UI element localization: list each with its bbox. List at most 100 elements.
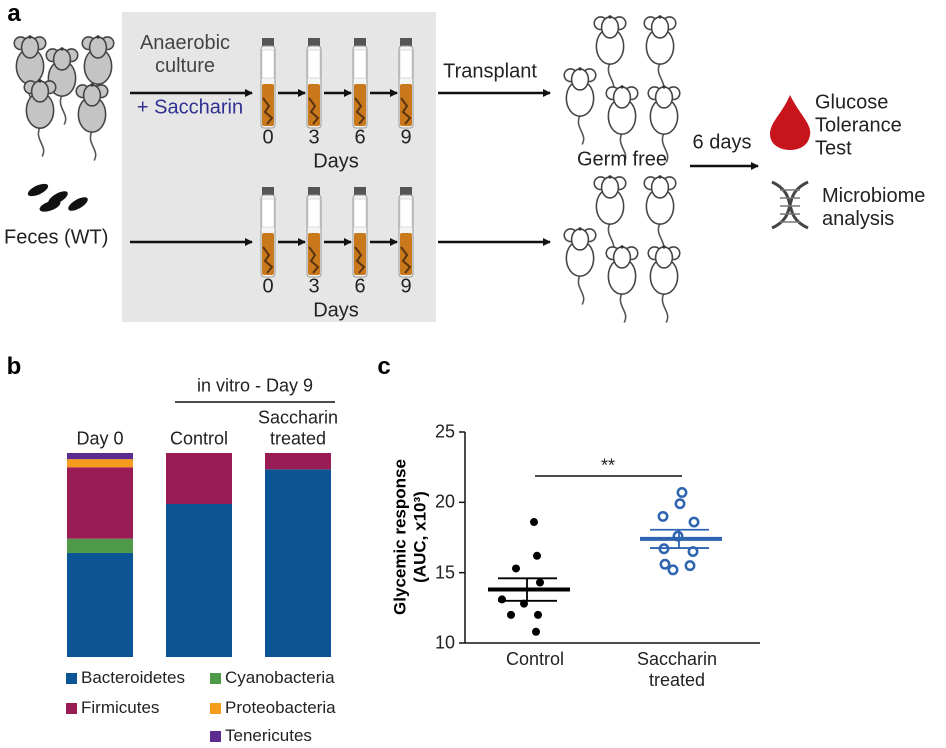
day-label: 6 bbox=[354, 126, 366, 149]
legend-label: Cyanobacteria bbox=[225, 668, 335, 688]
outcome-label: Glucose Tolerance Test bbox=[815, 91, 902, 160]
data-point bbox=[667, 564, 679, 576]
mouse-icon bbox=[605, 245, 639, 323]
mouse-icon bbox=[593, 175, 627, 253]
legend-swatch bbox=[66, 673, 77, 684]
mouse-icon bbox=[23, 79, 57, 157]
data-point bbox=[688, 516, 700, 528]
tube-cap bbox=[400, 187, 412, 195]
data-point bbox=[676, 487, 688, 498]
mouse-nose bbox=[620, 85, 624, 89]
mouse-head bbox=[600, 16, 620, 39]
bar-segment bbox=[265, 453, 331, 470]
blood-drop-icon bbox=[770, 95, 811, 150]
mouse-head bbox=[82, 84, 102, 107]
mouse-head bbox=[650, 176, 670, 199]
mouse-tail bbox=[619, 132, 627, 163]
treatment-label: + Saccharin bbox=[136, 96, 244, 119]
bar-segment bbox=[265, 469, 331, 657]
x-tick-label: Control bbox=[169, 428, 229, 449]
legend-label: Firmicutes bbox=[81, 698, 160, 718]
legend-label: Proteobacteria bbox=[225, 698, 336, 718]
bar-segment bbox=[67, 538, 133, 553]
mouse-tail bbox=[619, 292, 627, 323]
culture-label: Anaerobic culture bbox=[139, 32, 231, 77]
mouse-nose bbox=[28, 35, 32, 39]
sem-bar bbox=[650, 528, 709, 549]
y-tick-label: 25 bbox=[434, 421, 455, 442]
x-tick-label: Saccharin treated bbox=[636, 649, 718, 690]
mouse-tail bbox=[37, 126, 45, 157]
tube-sediment bbox=[400, 97, 412, 125]
group-label: in vitro - Day 9 bbox=[196, 375, 314, 396]
x-tick-label: Saccharin treated bbox=[257, 407, 339, 449]
mouse-nose bbox=[658, 15, 662, 19]
mouse-head bbox=[52, 48, 72, 71]
mouse-icon bbox=[593, 15, 627, 93]
day-label: 3 bbox=[308, 275, 320, 298]
tube-sediment bbox=[308, 97, 320, 125]
data-point bbox=[507, 610, 515, 619]
panel-label: c bbox=[377, 353, 391, 381]
days-title: Days bbox=[313, 150, 359, 173]
mouse-head bbox=[20, 36, 40, 59]
mouse-nose bbox=[608, 15, 612, 19]
tube-cap bbox=[262, 187, 274, 195]
data-point bbox=[533, 551, 541, 560]
mouse-head bbox=[612, 246, 632, 269]
mouse-icon bbox=[13, 35, 47, 113]
mouse-icon bbox=[563, 67, 597, 145]
bar-segment bbox=[166, 453, 232, 504]
mouse-head bbox=[570, 68, 590, 91]
mouse-icon bbox=[647, 245, 681, 323]
day-label: 9 bbox=[400, 275, 412, 298]
day-label: 6 bbox=[354, 275, 366, 298]
mouse-tail bbox=[59, 94, 67, 125]
mouse-icon bbox=[563, 227, 597, 305]
tube-label bbox=[353, 198, 367, 228]
mouse-tail bbox=[661, 292, 669, 323]
tube-sediment bbox=[262, 246, 274, 274]
mouse-head bbox=[30, 80, 50, 103]
tube-cap bbox=[354, 38, 366, 46]
tube-cap bbox=[308, 187, 320, 195]
tube-label bbox=[353, 49, 367, 79]
source-label: Feces (WT) bbox=[4, 226, 109, 249]
mouse-nose bbox=[96, 35, 100, 39]
mouse-nose bbox=[658, 175, 662, 179]
mouse-nose bbox=[662, 245, 666, 249]
legend-label: Tenericutes bbox=[225, 726, 312, 746]
tube-cap bbox=[308, 38, 320, 46]
data-point bbox=[674, 498, 686, 510]
day-label: 0 bbox=[262, 126, 274, 149]
y-tick-label: 20 bbox=[434, 491, 455, 512]
tube-sediment bbox=[354, 246, 366, 274]
tube-cap bbox=[400, 38, 412, 46]
panel-label: b bbox=[6, 353, 22, 381]
mouse-icon bbox=[647, 85, 681, 163]
feces-pellet bbox=[68, 197, 88, 211]
legend-swatch bbox=[210, 731, 221, 742]
tube-label bbox=[261, 49, 275, 79]
interval-label: 6 days bbox=[692, 131, 752, 154]
data-point bbox=[498, 595, 506, 604]
tube-sediment bbox=[262, 97, 274, 125]
legend-swatch bbox=[210, 673, 221, 684]
day-label: 0 bbox=[262, 275, 274, 298]
tube-cap bbox=[354, 187, 366, 195]
sem-bar bbox=[498, 577, 557, 602]
mouse-nose bbox=[60, 47, 64, 51]
tube-label bbox=[307, 198, 321, 228]
mouse-head bbox=[654, 86, 674, 109]
x-tick-label: Control bbox=[505, 649, 565, 669]
legend-label: Bacteroidetes bbox=[81, 668, 185, 688]
mouse-tail bbox=[577, 274, 585, 305]
mouse-head bbox=[570, 228, 590, 251]
mouse-head bbox=[88, 36, 108, 59]
tube-sediment bbox=[354, 97, 366, 125]
day-label: 9 bbox=[400, 126, 412, 149]
tube-cap bbox=[262, 38, 274, 46]
bar-segment bbox=[67, 453, 133, 460]
